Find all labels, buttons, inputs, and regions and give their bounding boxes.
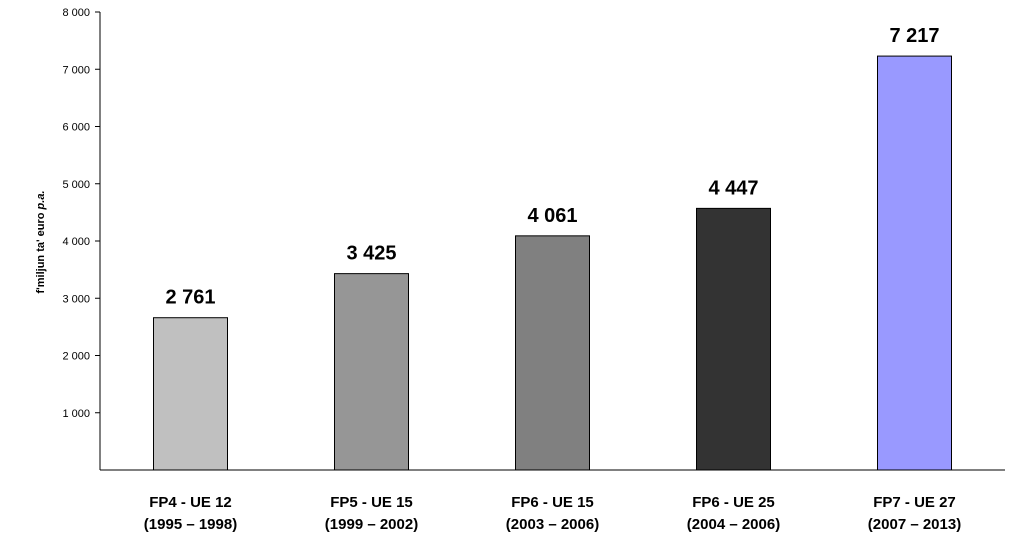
bars: 2 761 FP4 - UE 12 (1995 – 1998) 3 425 FP5 - … xyxy=(144,25,961,533)
bar-value-label: 3 425 xyxy=(346,243,396,265)
y-tick-label: 6 000 xyxy=(62,122,90,134)
category-label-line1: FP7 - UE 27 xyxy=(873,494,956,511)
category-label-line1: FP6 - UE 25 xyxy=(692,494,775,511)
bar-value-label: 4 447 xyxy=(708,177,758,199)
bar xyxy=(334,273,409,471)
y-axis-title: f'miljun ta' euro p.a. xyxy=(35,190,47,293)
bar xyxy=(696,207,771,471)
y-axis-title-italic: p.a. xyxy=(35,190,47,210)
bar xyxy=(515,235,590,471)
bar-value-label: 2 761 xyxy=(165,287,215,309)
bar xyxy=(153,317,228,471)
category-label-line2: (1995 – 1998) xyxy=(144,516,237,533)
y-tick-label: 1 000 xyxy=(62,408,90,420)
category-label-line1: FP4 - UE 12 xyxy=(149,494,232,511)
y-tick-label: 7 000 xyxy=(62,64,90,76)
y-tick-label: 5 000 xyxy=(62,179,90,191)
axes: 1 000 2 000 3 000 4 000 5 000 6 000 7 000 8 000 xyxy=(62,7,1005,471)
y-tick-label: 8 000 xyxy=(62,7,90,19)
bar xyxy=(877,55,952,471)
bar-value-label: 4 061 xyxy=(527,205,577,227)
category-label-line2: (2004 – 2006) xyxy=(687,516,780,533)
y-axis-title-main: f'miljun ta' euro xyxy=(35,209,47,293)
category-label-line1: FP6 - UE 15 xyxy=(511,494,594,511)
y-tick-label: 3 000 xyxy=(62,293,90,305)
y-tick-label: 2 000 xyxy=(62,351,90,363)
bar-value-label: 7 217 xyxy=(889,25,939,47)
category-label-line2: (1999 – 2002) xyxy=(325,516,418,533)
y-tick-label: 4 000 xyxy=(62,236,90,248)
category-label-line1: FP5 - UE 15 xyxy=(330,494,413,511)
category-label-line2: (2003 – 2006) xyxy=(506,516,599,533)
category-label-line2: (2007 – 2013) xyxy=(868,516,961,533)
